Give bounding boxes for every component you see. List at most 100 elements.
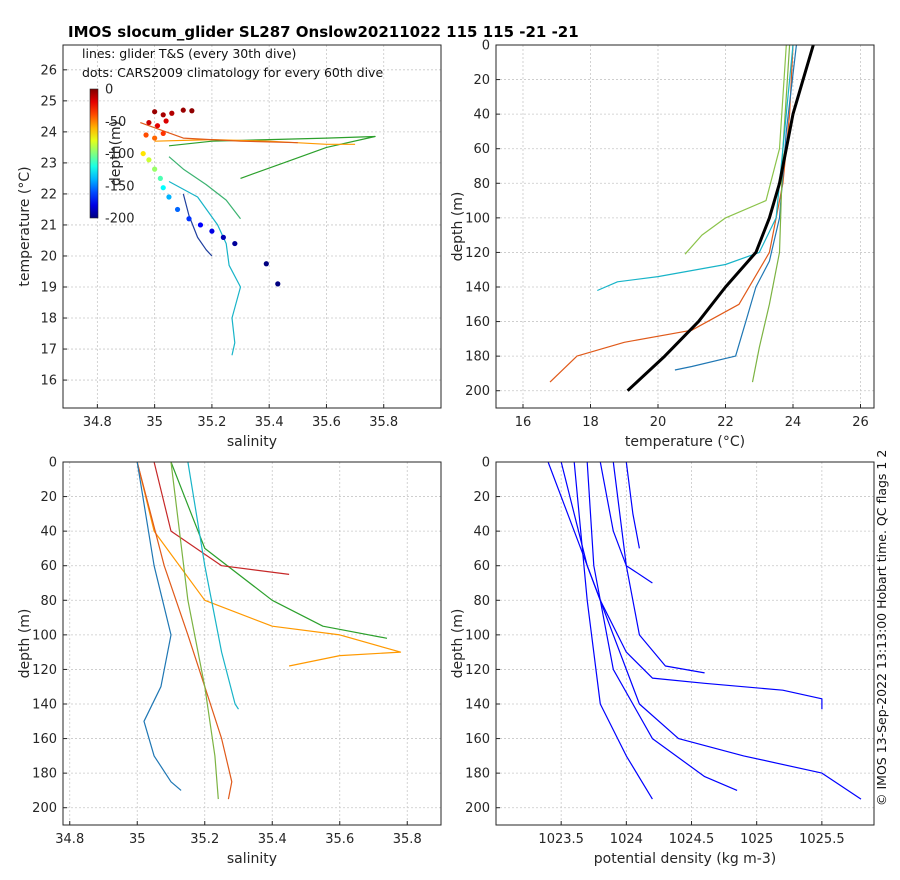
axes-box: [495, 461, 875, 826]
y-tick-label: 140: [465, 698, 490, 713]
glider-ts-line: [154, 139, 356, 145]
y-axis-label: temperature (°C): [17, 166, 33, 286]
x-tick-label: 24: [785, 415, 802, 430]
plot-area: [140, 107, 376, 356]
glider-ts-line: [168, 180, 242, 356]
panel-ts: 34.8 35 35.2 35.4 35.6 35.8 16 17 18 19 20 21 22 23 24…: [17, 44, 442, 450]
colorbar-tick-label: -50: [105, 115, 126, 130]
x-tick-label: 35.6: [312, 415, 341, 430]
x-axis-label: temperature (°C): [625, 434, 745, 450]
legend-text: lines: glider T&S (every 30th dive): [82, 46, 296, 61]
y-axis-label: depth (m): [450, 192, 466, 262]
climatology-point: [152, 166, 158, 172]
y-tick-label: 40: [473, 525, 490, 540]
density-profile: [573, 462, 653, 800]
climatology-point: [146, 119, 152, 126]
climatology-point: [166, 194, 172, 200]
y-tick-label: 180: [465, 767, 490, 782]
x-tick-label: 1024: [610, 832, 643, 847]
y-tick-label: 0: [49, 456, 57, 471]
x-tick-label: 35.8: [369, 415, 398, 430]
glider-ts-line: [182, 193, 213, 257]
glider-ts-line: [140, 122, 298, 144]
y-tick-label: 0: [482, 39, 490, 54]
y-tick-label: 100: [465, 211, 490, 226]
glider-temperature-profile: [549, 45, 794, 383]
y-tick-label: 17: [40, 343, 57, 358]
density-profile: [625, 462, 640, 549]
panel-density: 1023.5 1024 1024.5 1025 1025.5 0 20 40 60 80 100 12…: [450, 456, 875, 867]
x-tick-label: 35: [129, 832, 146, 847]
x-tick-label: 35.4: [255, 415, 284, 430]
climatology-point: [146, 157, 152, 163]
x-tick-label: 1023.5: [538, 832, 584, 847]
y-tick-label: 20: [473, 73, 490, 88]
legend-text: dots: CARS2009 climatology for every 60t…: [82, 65, 383, 80]
plot-area: [547, 462, 862, 800]
x-tick-label: 34.8: [83, 415, 112, 430]
axes-box: [62, 461, 442, 826]
glider-salinity-profile: [136, 462, 182, 791]
glider-salinity-profile: [170, 462, 388, 639]
x-tick-label: 20: [650, 415, 667, 430]
y-tick-label: 80: [473, 594, 490, 609]
glider-temperature-profile: [684, 45, 787, 255]
glider-ts-line: [168, 135, 376, 179]
y-tick-label: 16: [40, 374, 57, 389]
y-tick-label: 26: [40, 63, 57, 78]
y-tick-label: 140: [465, 281, 490, 296]
y-tick-label: 60: [473, 142, 490, 157]
climatology-point: [189, 108, 195, 114]
colorbar-tick-label: -150: [105, 179, 135, 194]
y-tick-label: 23: [40, 156, 57, 171]
climatology-temperature-profile: [626, 45, 815, 392]
density-profile: [599, 462, 653, 584]
y-tick-label: 80: [40, 594, 57, 609]
panel-temperature: 16 18 20 22 24 26 0 20 40 60 80 100 120 140 160 180 200 t…: [450, 39, 875, 450]
provenance-note: © IMOS 13-Sep-2022 13:13:00 Hobart time.…: [874, 450, 889, 806]
y-tick-label: 160: [465, 732, 490, 747]
climatology-point: [275, 281, 281, 287]
glider-temperature-profile: [597, 45, 794, 292]
y-tick-label: 160: [465, 315, 490, 330]
y-tick-label: 160: [32, 732, 57, 747]
y-tick-label: 120: [32, 663, 57, 678]
climatology-point: [186, 216, 192, 222]
x-axis-label: salinity: [227, 851, 277, 867]
glider-salinity-profile: [170, 462, 219, 800]
y-tick-label: 200: [32, 801, 57, 816]
y-tick-label: 60: [40, 559, 57, 574]
x-tick-label: 18: [582, 415, 599, 430]
figure-title: IMOS slocum_glider SL287 Onslow20211022 …: [68, 23, 579, 41]
glider-ts-line: [168, 156, 241, 220]
colorbar-label: depth(m): [108, 121, 124, 186]
glider-salinity-profile: [153, 462, 290, 575]
y-tick-label: 60: [473, 559, 490, 574]
y-tick-label: 22: [40, 187, 57, 202]
glider-salinity-profile: [136, 462, 402, 667]
y-tick-label: 100: [465, 628, 490, 643]
axes-box: [495, 44, 875, 409]
density-profile: [586, 462, 738, 791]
y-tick-label: 18: [40, 312, 57, 327]
y-tick-label: 200: [465, 801, 490, 816]
x-tick-label: 35.6: [325, 832, 354, 847]
y-tick-label: 180: [465, 350, 490, 365]
y-axis-label: depth (m): [450, 609, 466, 679]
climatology-point: [160, 185, 166, 191]
climatology-point: [140, 150, 146, 157]
climatology-point: [197, 222, 204, 228]
x-axis-label: potential density (kg m-3): [594, 851, 776, 867]
climatology-point: [154, 123, 161, 129]
climatology-point: [169, 110, 175, 116]
plot-area: [136, 462, 402, 800]
y-tick-label: 180: [32, 767, 57, 782]
x-tick-label: 1025.5: [799, 832, 845, 847]
chart-panels: 34.8 35 35.2 35.4 35.6 35.8 16 17 18 19 20 21 22 23 24…: [17, 39, 875, 867]
y-tick-label: 40: [40, 525, 57, 540]
y-tick-label: 100: [32, 628, 57, 643]
x-tick-label: 35.2: [197, 415, 226, 430]
y-tick-label: 24: [40, 125, 57, 140]
x-tick-label: 26: [852, 415, 869, 430]
